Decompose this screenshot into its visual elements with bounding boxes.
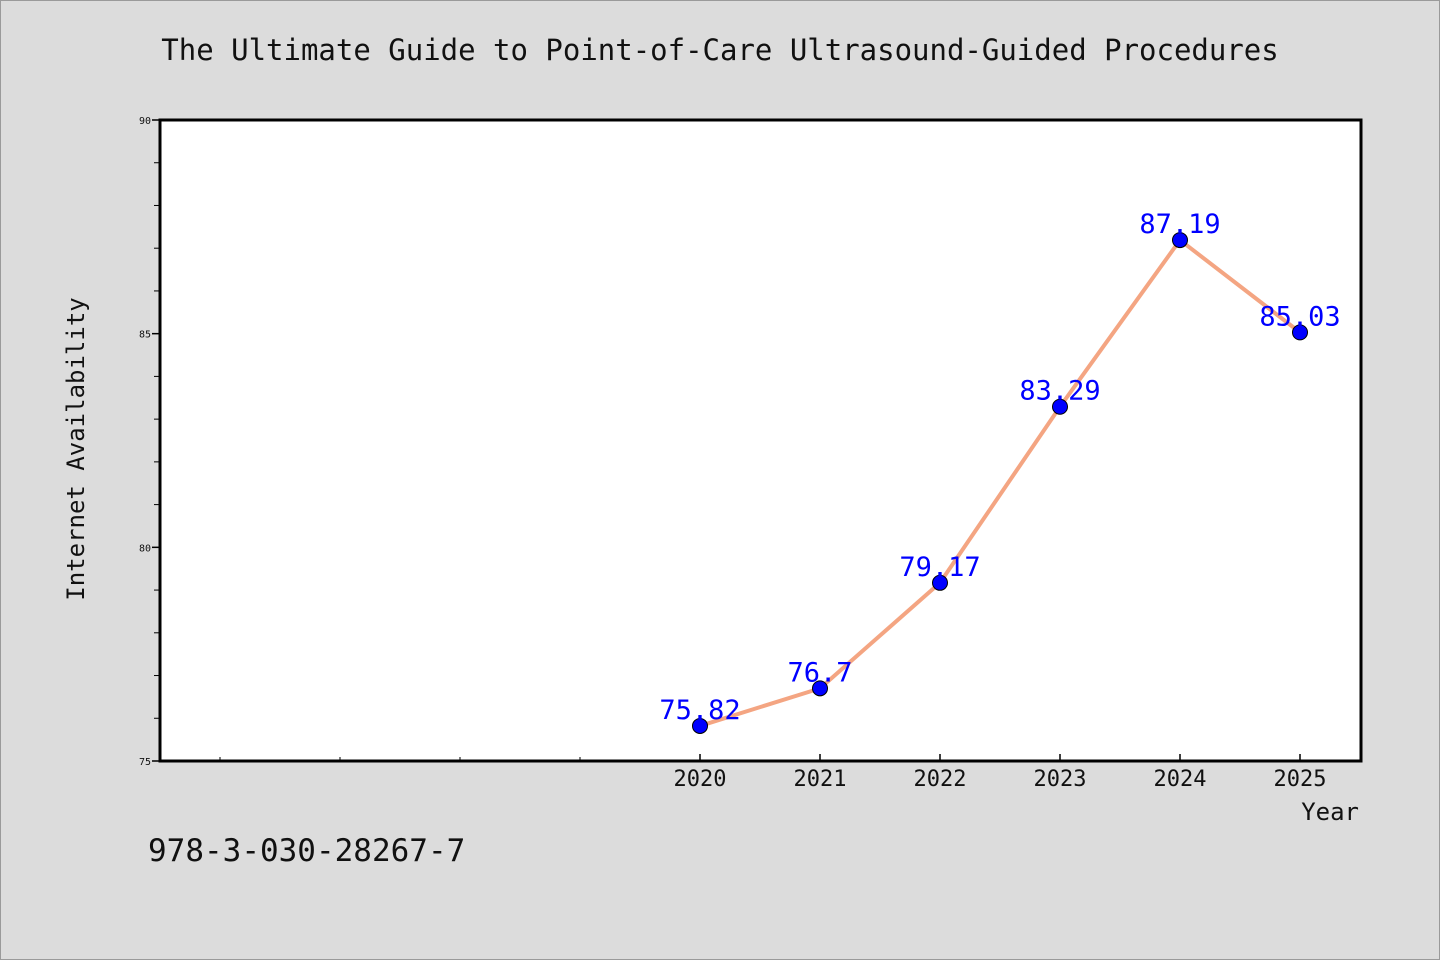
x-axis-label: Year — [1301, 798, 1359, 826]
x-minor-ticks — [219, 757, 581, 761]
series-line — [698, 238, 1302, 728]
chart-title: The Ultimate Guide to Point-of-Care Ultr… — [161, 33, 1279, 67]
y-tick-label: 90 — [139, 116, 151, 127]
data-point — [1292, 324, 1308, 341]
data-points — [692, 232, 1308, 734]
data-label: 87.19 — [1139, 209, 1220, 240]
x-tick-label: 2024 — [1154, 767, 1207, 792]
data-labels: 75.82 76.7 79.17 83.29 87.19 85.03 — [659, 209, 1340, 726]
x-tick-label: 2023 — [1034, 767, 1087, 792]
plot-area — [158, 118, 1363, 763]
y-axis-label: Internet Availability — [62, 297, 90, 600]
y-ticks: 75 80 85 90 — [139, 116, 160, 768]
y-tick-label: 80 — [139, 543, 151, 554]
x-ticks: 2020 2021 2022 2023 2024 2025 — [674, 754, 1327, 792]
data-point — [1052, 398, 1068, 415]
y-minor-ticks — [154, 162, 160, 719]
data-label: 76.7 — [787, 657, 852, 688]
data-point — [932, 574, 948, 591]
x-tick-label: 2020 — [674, 767, 727, 792]
y-tick-label: 85 — [139, 330, 151, 341]
x-tick-label: 2022 — [914, 767, 967, 792]
data-label: 85.03 — [1259, 301, 1340, 332]
data-point — [692, 717, 708, 734]
x-tick-label: 2025 — [1274, 767, 1327, 792]
y-tick-label: 75 — [139, 757, 151, 768]
data-label: 83.29 — [1019, 376, 1100, 407]
data-label: 75.82 — [659, 695, 740, 726]
data-point — [812, 680, 828, 697]
data-label: 79.17 — [899, 552, 980, 583]
data-point — [1172, 232, 1188, 249]
isbn-text: 978-3-030-28267-7 — [148, 833, 466, 869]
x-tick-label: 2021 — [794, 767, 847, 792]
